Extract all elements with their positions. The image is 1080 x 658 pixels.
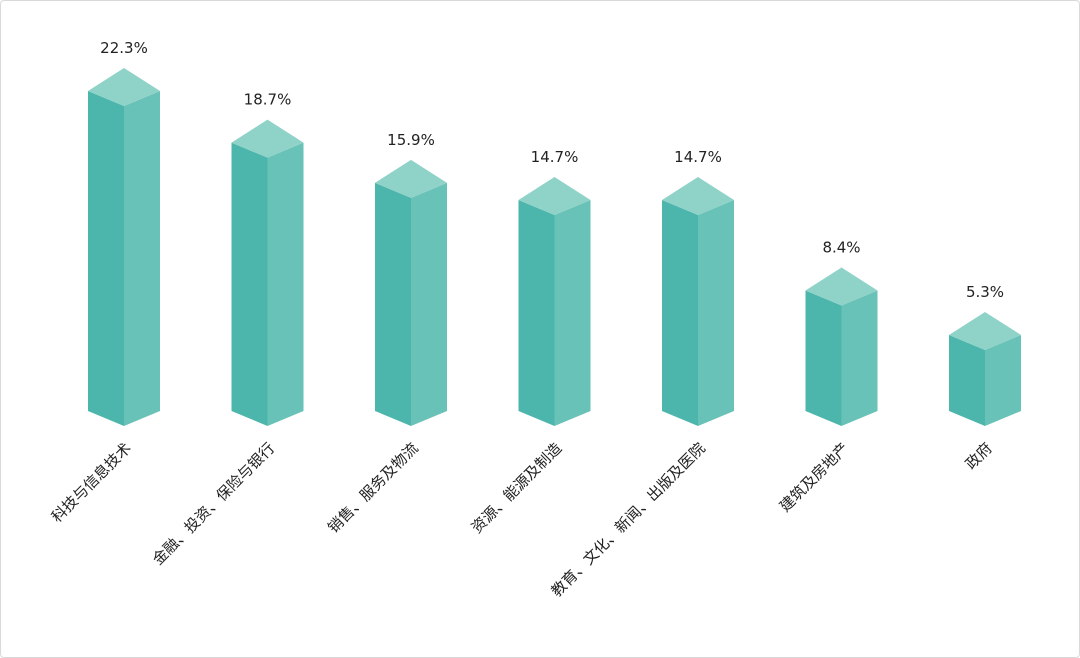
x-tick-label: 销售、服务及物流 — [324, 439, 422, 537]
value-label: 18.7% — [244, 91, 292, 109]
bar-top-face — [662, 177, 734, 216]
bar-left-face — [375, 182, 411, 426]
bar — [805, 267, 878, 426]
bar-right-face — [411, 182, 447, 426]
bar-top-face — [518, 177, 591, 216]
bar-left-face — [88, 90, 124, 427]
x-tick-label: 政府 — [962, 439, 996, 473]
bar-top-face — [375, 159, 447, 198]
value-label: 8.4% — [822, 238, 860, 256]
bar-right-face — [554, 200, 591, 426]
bar-right-face — [124, 90, 160, 427]
bar — [375, 159, 447, 426]
bar-left-face — [518, 200, 555, 426]
bar-right-face — [267, 142, 304, 426]
value-label: 14.7% — [674, 148, 722, 166]
x-tick-label: 建筑及房地产 — [776, 439, 852, 515]
bar-left-face — [231, 142, 268, 426]
value-label: 14.7% — [531, 148, 579, 166]
bar-left-face — [949, 334, 985, 426]
bar-top-face — [231, 119, 304, 158]
x-tick-label: 教育、文化、新闻、出版及医院 — [548, 439, 709, 600]
bar-top-face — [805, 267, 878, 306]
bar-right-face — [698, 200, 734, 426]
bar-right-face — [985, 334, 1021, 426]
bar — [662, 177, 734, 426]
x-tick-label: 科技与信息技术 — [48, 439, 135, 526]
bar-right-face — [841, 290, 878, 426]
bar — [518, 177, 591, 426]
bar-top-face — [88, 67, 160, 106]
value-label: 22.3% — [100, 39, 148, 57]
bar-left-face — [805, 290, 842, 426]
bar-left-face — [662, 200, 698, 426]
value-label: 15.9% — [387, 131, 435, 149]
bar-top-face — [949, 311, 1021, 350]
x-tick-label: 金融、投资、保险与银行 — [149, 439, 278, 568]
bar — [949, 311, 1021, 426]
value-label: 5.3% — [966, 283, 1004, 301]
bar — [231, 119, 304, 426]
bar — [88, 67, 160, 427]
x-tick-label: 资源、能源及制造 — [468, 439, 566, 537]
